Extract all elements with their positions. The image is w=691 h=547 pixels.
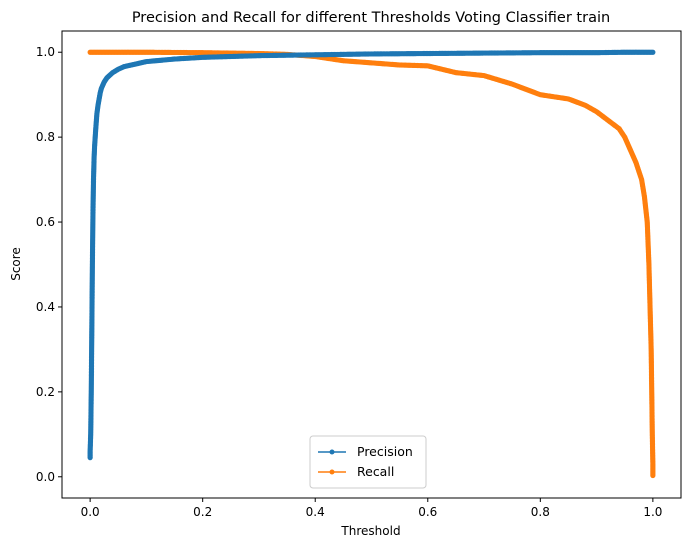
y-axis: 0.0 0.2 0.4 0.6 0.8 1.0 [36, 45, 62, 484]
x-tick-label: 0.0 [81, 505, 100, 519]
series-layer [87, 49, 656, 479]
y-axis-label: Score [9, 247, 23, 281]
legend-recall-marker [329, 469, 335, 475]
legend-box [309, 435, 427, 489]
series-recall-markers [87, 49, 656, 479]
x-axis: 0.0 0.2 0.4 0.6 0.8 1.0 [81, 498, 662, 519]
y-tick-label: 0.6 [36, 215, 55, 229]
x-axis-label: Threshold [340, 524, 400, 538]
series-precision-line [89, 51, 653, 458]
y-tick-label: 0.2 [36, 385, 55, 399]
y-tick-label: 0.0 [36, 470, 55, 484]
x-tick-label: 1.0 [643, 505, 662, 519]
y-tick-label: 1.0 [36, 45, 55, 59]
legend-recall-label: Recall [357, 464, 394, 479]
y-tick-label: 0.8 [36, 130, 55, 144]
x-tick-label: 0.4 [306, 505, 325, 519]
series-recall [87, 49, 656, 479]
x-tick-label: 0.8 [531, 505, 550, 519]
series-precision-markers [87, 49, 656, 461]
series-precision [87, 49, 656, 461]
y-tick-label: 0.4 [36, 300, 55, 314]
axes-frame [61, 30, 682, 499]
plot-area [61, 30, 682, 499]
x-tick-label: 0.6 [418, 505, 437, 519]
chart-title: Precision and Recall for different Thres… [132, 10, 610, 26]
legend: Precision Recall [309, 435, 427, 489]
legend-precision-marker [329, 449, 335, 455]
x-tick-label: 0.2 [193, 505, 212, 519]
legend-precision-label: Precision [357, 444, 413, 459]
series-recall-line [90, 51, 654, 476]
